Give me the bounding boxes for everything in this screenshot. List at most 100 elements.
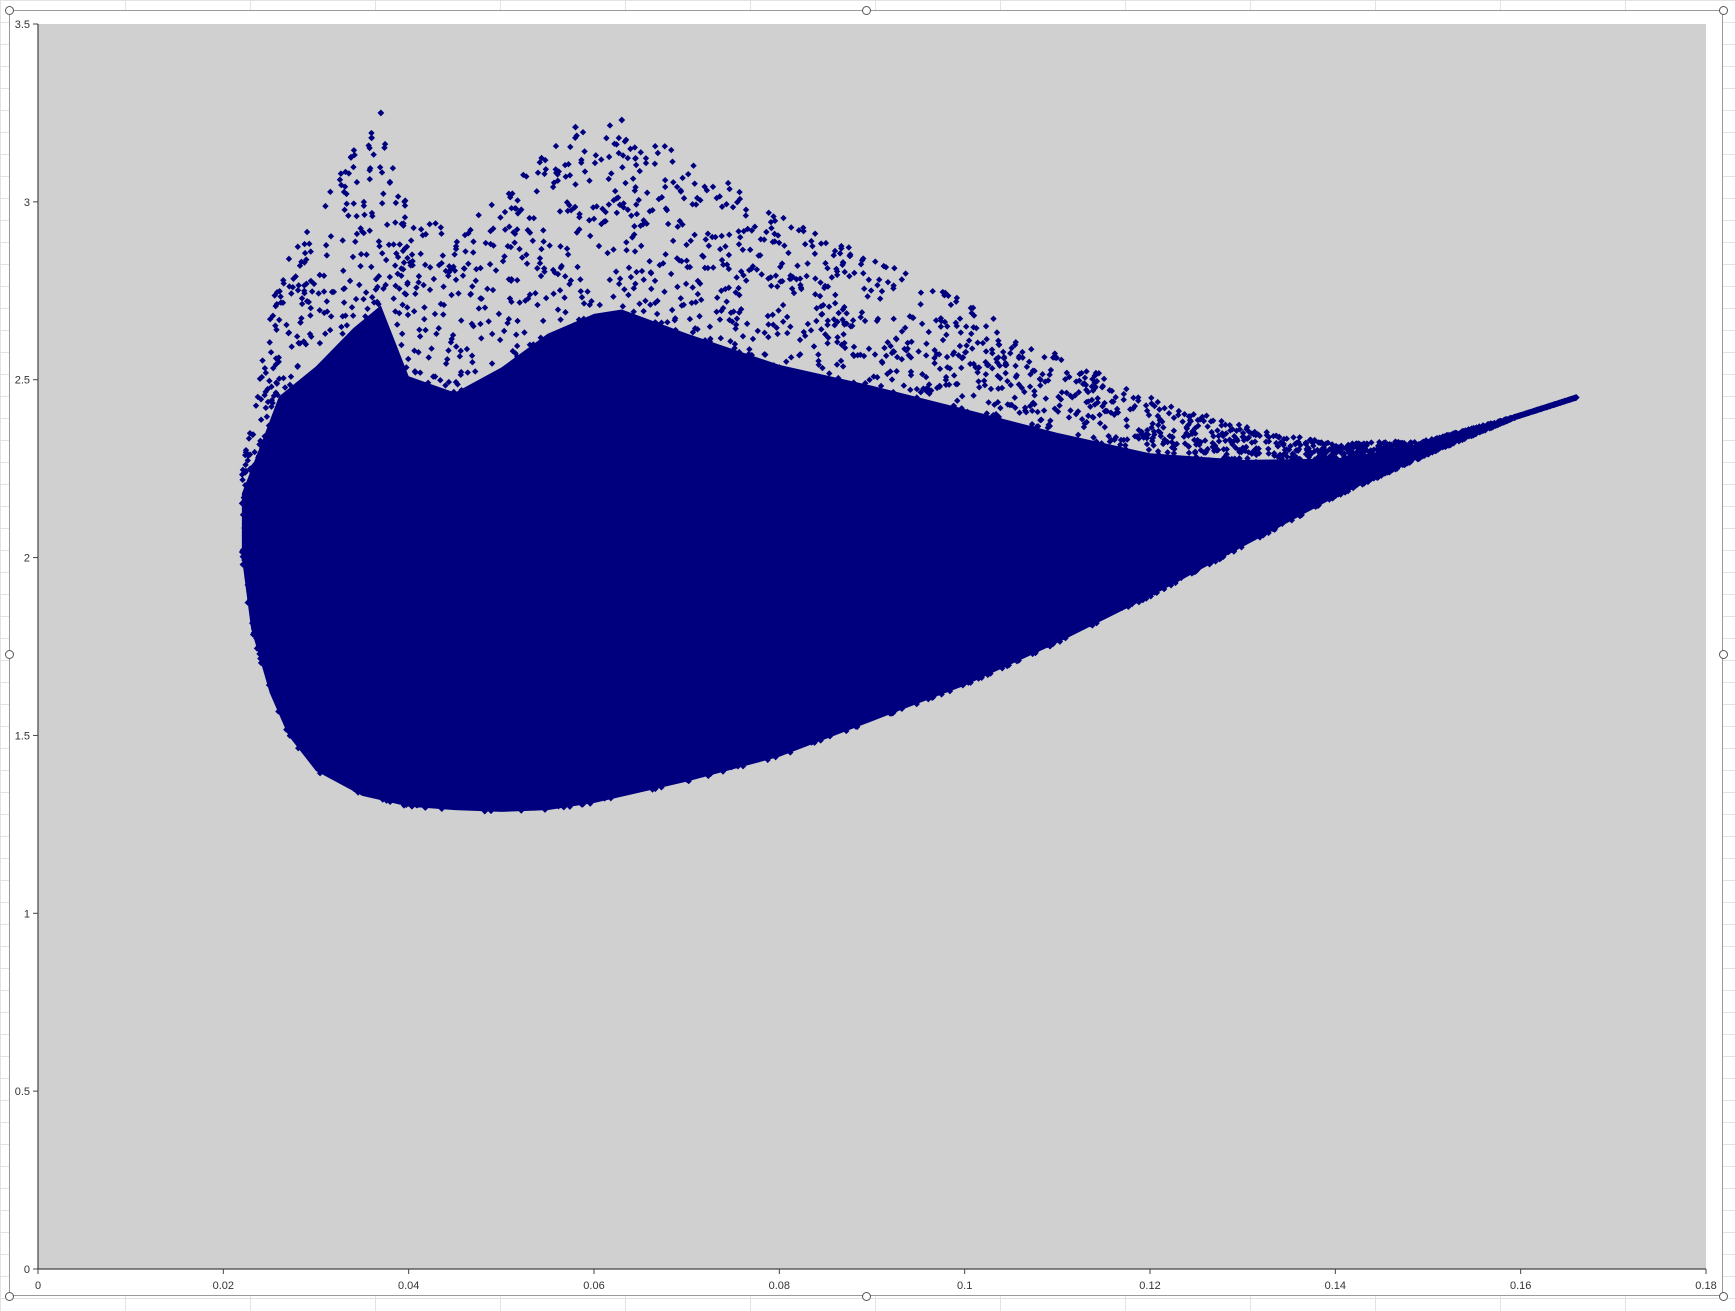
data-point xyxy=(400,522,408,530)
data-point xyxy=(926,472,933,479)
data-point xyxy=(519,439,526,447)
data-point xyxy=(1167,500,1175,508)
data-point xyxy=(1050,621,1058,629)
data-point xyxy=(482,440,489,447)
data-point xyxy=(1123,539,1131,547)
data-point xyxy=(446,802,453,809)
data-point xyxy=(666,510,673,518)
data-point xyxy=(516,245,523,253)
data-point xyxy=(1026,470,1034,478)
data-point xyxy=(695,666,702,673)
data-point xyxy=(735,228,742,235)
data-point xyxy=(272,513,280,520)
data-point xyxy=(792,582,800,589)
data-point xyxy=(736,377,744,385)
data-point xyxy=(564,526,571,534)
data-point xyxy=(423,414,430,421)
data-point xyxy=(861,477,869,485)
data-point xyxy=(246,430,254,437)
data-point xyxy=(753,419,760,426)
data-point xyxy=(695,501,703,508)
data-point xyxy=(1011,518,1018,525)
data-point xyxy=(979,657,987,665)
data-point xyxy=(679,174,686,182)
data-point xyxy=(1065,607,1073,615)
data-point xyxy=(1065,513,1073,520)
data-point xyxy=(1303,485,1310,492)
data-point xyxy=(1049,640,1057,648)
data-point xyxy=(989,412,997,419)
data-point xyxy=(1209,486,1217,493)
data-point xyxy=(342,484,349,492)
data-point xyxy=(1189,456,1196,464)
data-point xyxy=(459,662,466,670)
data-point xyxy=(376,625,383,632)
data-point xyxy=(285,533,293,540)
data-point xyxy=(795,700,802,707)
data-point xyxy=(1185,413,1193,420)
data-point xyxy=(909,459,916,467)
data-point xyxy=(884,499,891,506)
data-point xyxy=(691,389,698,396)
data-point xyxy=(1200,490,1207,497)
data-point xyxy=(653,666,660,674)
data-point xyxy=(576,213,583,221)
data-point xyxy=(339,595,346,602)
data-point xyxy=(870,373,877,380)
data-point xyxy=(469,283,476,290)
data-point xyxy=(289,529,297,537)
data-point xyxy=(1348,450,1355,457)
data-point xyxy=(884,370,891,378)
data-point xyxy=(912,487,919,494)
data-point xyxy=(499,785,506,793)
data-point xyxy=(397,463,404,470)
data-point xyxy=(882,417,889,425)
data-point xyxy=(686,758,693,766)
data-point xyxy=(789,700,797,708)
data-point xyxy=(592,152,600,159)
data-point xyxy=(1171,445,1178,453)
y-tick-label: 3 xyxy=(24,197,30,209)
data-point xyxy=(836,511,844,518)
data-point xyxy=(316,339,324,347)
data-point xyxy=(1168,438,1176,446)
data-point xyxy=(251,448,258,456)
data-point xyxy=(342,770,349,778)
y-axis: 00.511.522.533.5 xyxy=(15,19,39,1276)
data-point xyxy=(642,159,650,167)
data-point xyxy=(558,590,565,598)
data-point xyxy=(398,410,405,417)
data-point xyxy=(537,334,544,341)
data-point xyxy=(343,699,351,707)
data-point xyxy=(804,466,811,473)
data-point xyxy=(748,531,756,538)
data-point xyxy=(667,270,675,278)
data-point xyxy=(792,426,800,433)
data-point xyxy=(881,659,889,666)
data-point xyxy=(1124,505,1131,513)
data-point xyxy=(1098,601,1106,608)
data-point xyxy=(394,366,401,373)
data-point xyxy=(1145,411,1153,419)
data-point xyxy=(1007,381,1014,389)
data-point xyxy=(1099,560,1106,568)
data-point xyxy=(420,281,427,289)
data-point xyxy=(658,784,665,791)
data-point xyxy=(876,415,883,423)
data-point xyxy=(365,759,372,766)
data-point xyxy=(976,434,984,442)
data-point xyxy=(990,556,997,563)
data-point xyxy=(391,353,399,360)
data-point xyxy=(301,249,309,257)
data-point xyxy=(1042,395,1050,402)
data-point xyxy=(915,348,922,355)
data-point xyxy=(822,711,830,718)
data-point xyxy=(554,270,562,278)
data-point xyxy=(653,391,660,398)
data-point xyxy=(934,493,941,501)
data-point xyxy=(531,801,538,808)
data-point xyxy=(532,290,539,297)
data-point xyxy=(292,273,299,280)
data-point xyxy=(356,722,363,729)
data-point xyxy=(898,328,906,335)
